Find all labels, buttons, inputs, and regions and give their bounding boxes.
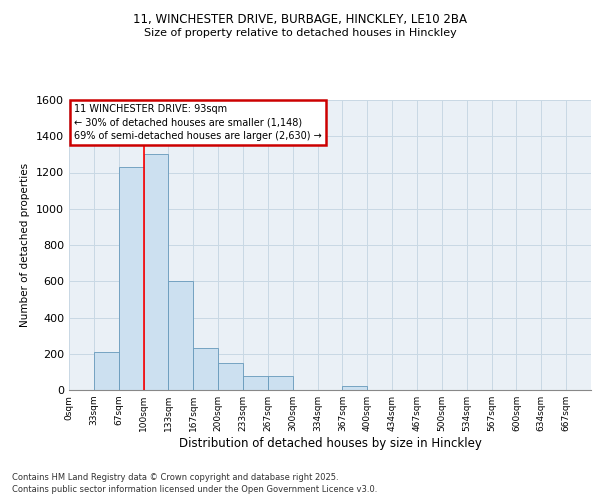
Text: Contains HM Land Registry data © Crown copyright and database right 2025.: Contains HM Land Registry data © Crown c… — [12, 472, 338, 482]
Bar — [243, 376, 268, 390]
Bar — [143, 154, 169, 390]
X-axis label: Distribution of detached houses by size in Hinckley: Distribution of detached houses by size … — [179, 437, 481, 450]
Bar — [268, 376, 293, 390]
Bar — [169, 281, 193, 390]
Text: 11 WINCHESTER DRIVE: 93sqm
← 30% of detached houses are smaller (1,148)
69% of s: 11 WINCHESTER DRIVE: 93sqm ← 30% of deta… — [74, 104, 322, 141]
Bar — [218, 363, 243, 390]
Y-axis label: Number of detached properties: Number of detached properties — [20, 163, 31, 327]
Bar — [94, 352, 119, 390]
Bar — [193, 348, 218, 390]
Text: 11, WINCHESTER DRIVE, BURBAGE, HINCKLEY, LE10 2BA: 11, WINCHESTER DRIVE, BURBAGE, HINCKLEY,… — [133, 12, 467, 26]
Text: Size of property relative to detached houses in Hinckley: Size of property relative to detached ho… — [143, 28, 457, 38]
Text: Contains public sector information licensed under the Open Government Licence v3: Contains public sector information licen… — [12, 485, 377, 494]
Bar — [343, 386, 367, 390]
Bar — [119, 167, 143, 390]
